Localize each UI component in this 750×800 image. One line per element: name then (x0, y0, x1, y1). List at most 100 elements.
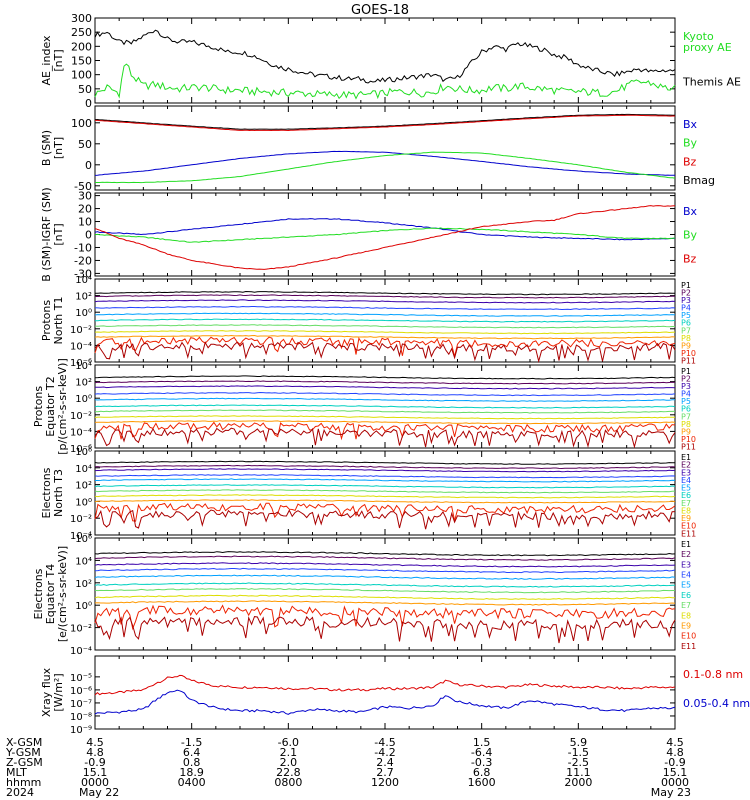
y-axis-label: North T3 (52, 469, 65, 517)
channel-e3 (94, 562, 676, 568)
y-axis-label: Protons (40, 300, 53, 341)
series-0-05-0-4-nm (94, 689, 676, 715)
y-axis-label: [nT] (52, 49, 65, 71)
channel-p8 (94, 415, 675, 420)
footer-value: 1600 (468, 776, 496, 789)
channel-p6 (95, 318, 676, 323)
channel-p8 (94, 330, 676, 335)
panel-pe: 10⁻⁶ 10⁻⁴ 10⁻² 10⁰ 10² 10⁴ Protons Equator T2 [p… (32, 358, 696, 455)
channel-e8 (94, 594, 675, 600)
channel-e3 (94, 468, 676, 473)
channel-e1 (94, 460, 676, 465)
legend-themis-ae: Themis AE (682, 75, 741, 88)
legend-p3: P3 (681, 296, 691, 305)
footer-label: Z-GSM (6, 756, 43, 769)
y-tick-label: -50 (74, 180, 92, 193)
footer-label: X-GSM (6, 736, 42, 749)
legend-p6: P6 (681, 405, 691, 414)
channel-p4 (94, 391, 676, 397)
footer-value: 0.8 (183, 756, 201, 769)
panel-bsm: -50 0 50 100 B (SM) [nT] Bx By Bz Bmag (40, 105, 715, 193)
legend-p3: P3 (681, 382, 691, 391)
y-tick-label: 250 (71, 26, 92, 39)
figure-title: GOES-18 (351, 3, 409, 18)
y-tick-label: 20 (78, 203, 92, 216)
y-tick-label: 10² (75, 481, 92, 492)
footer-value: -6.0 (278, 736, 299, 749)
legend-p2: P2 (681, 375, 691, 384)
legend-by: By (683, 137, 698, 150)
legend-p11: P11 (681, 356, 696, 365)
channel-p1 (95, 290, 676, 296)
y-tick-label: 10⁶ (75, 447, 92, 458)
y-axis-label: Electrons (40, 467, 53, 518)
y-tick-label: 10⁻⁹ (70, 725, 92, 736)
footer-value: 4.8 (666, 746, 684, 759)
y-tick-label: 0 (85, 159, 92, 172)
channel-p11 (94, 427, 676, 449)
legend-bz: Bz (683, 155, 697, 168)
legend-p7: P7 (681, 412, 691, 421)
y-tick-label: 10⁻⁵ (70, 673, 92, 684)
series-0-1-0-8-nm (94, 674, 676, 696)
series-by (95, 151, 676, 184)
y-tick-label: 50 (78, 83, 92, 96)
channel-e9 (94, 600, 676, 606)
footer-value: May 23 (651, 786, 691, 799)
y-tick-label: 10⁴ (75, 556, 92, 567)
series-bx (94, 218, 676, 241)
legend-bx: Bx (683, 118, 698, 131)
legend-p6: P6 (681, 319, 691, 328)
y-tick-label: 10⁻² (70, 624, 92, 635)
y-tick-label: 10⁻² (70, 411, 92, 422)
y-tick-label: 10⁻⁶ (70, 444, 92, 455)
footer-value: 2.0 (280, 756, 298, 769)
legend-0-05-0-4-nm: 0.05-0.4 nm (683, 697, 750, 710)
legend-e1: E1 (681, 540, 691, 549)
y-tick-label: 30 (78, 190, 92, 203)
legend-p8: P8 (681, 420, 691, 429)
y-axis-label: Protons (32, 386, 45, 427)
legend-e8: E8 (681, 506, 691, 515)
legend-kyoto-proxy-ae: proxy AE (683, 41, 732, 54)
footer-value: -4.2 (374, 746, 395, 759)
panel-pn: 10⁻⁶ 10⁻⁴ 10⁻² 10⁰ 10² 10⁴ Protons North T1 P1P2… (40, 275, 696, 369)
legend-p10: P10 (681, 435, 696, 444)
footer-value: 4.8 (86, 746, 104, 759)
y-tick-label: 10⁰ (75, 394, 92, 405)
legend-p7: P7 (681, 326, 691, 335)
panel-frame (94, 655, 676, 730)
y-tick-label: 10⁻⁸ (70, 712, 92, 723)
legend-e10: E10 (681, 522, 696, 531)
series-by (94, 227, 676, 243)
legend-e2: E2 (681, 461, 691, 470)
y-tick-label: 10⁰ (75, 601, 92, 612)
channel-e10 (94, 502, 676, 522)
footer-value: 1200 (371, 776, 399, 789)
channel-e4 (94, 567, 676, 574)
channel-e10 (94, 604, 676, 631)
footer-value: -1.5 (181, 736, 202, 749)
channel-e5 (95, 478, 676, 483)
y-tick-label: 10⁻⁴ (70, 531, 92, 542)
position-footer: X-GSMY-GSMZ-GSMMLThhmm20244.54.8-0.915.1… (5, 736, 691, 799)
y-axis-label: [nT] (52, 223, 65, 245)
legend-kyoto-proxy-ae: Kyoto (683, 30, 714, 43)
channel-p6 (94, 404, 676, 409)
y-tick-label: 10⁴ (75, 464, 92, 475)
footer-value: 4.5 (666, 736, 684, 749)
channel-p9 (94, 420, 676, 425)
y-tick-label: 10⁴ (75, 275, 92, 286)
footer-value: 6.8 (473, 766, 491, 779)
y-tick-label: 150 (71, 55, 92, 68)
footer-value: 11.1 (566, 766, 591, 779)
y-tick-label: -30 (74, 267, 92, 280)
legend-p5: P5 (681, 397, 691, 406)
y-axis-label: Electrons (32, 568, 45, 619)
panel-ee: 10⁻⁴ 10⁻² 10⁰ 10² 10⁴ 10⁶ Electrons Equator T4[… (32, 534, 696, 657)
channel-p2 (94, 380, 676, 385)
footer-value: 0800 (274, 776, 302, 789)
channel-p7 (94, 409, 676, 414)
legend-p4: P4 (681, 304, 691, 313)
